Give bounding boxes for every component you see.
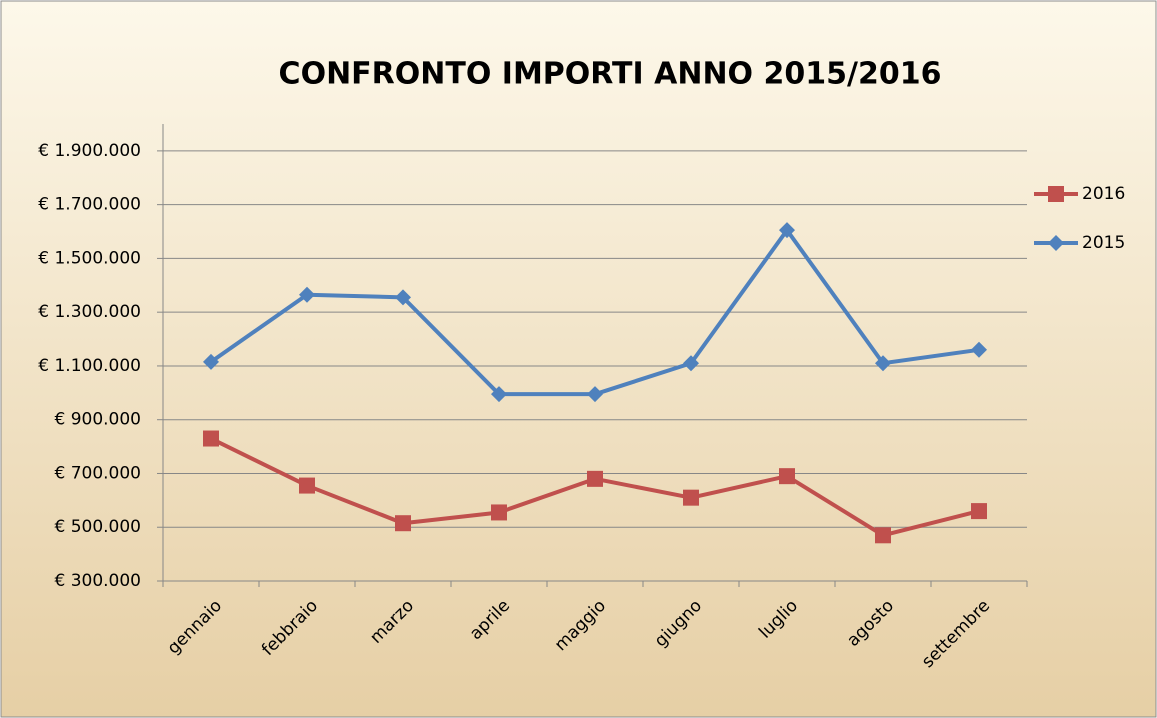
marker [683, 355, 699, 372]
y-tick-label: € 1.300.000 [38, 302, 141, 322]
marker [587, 386, 603, 403]
marker [203, 353, 219, 370]
legend-label: 2015 [1082, 233, 1125, 253]
marker [203, 430, 219, 447]
y-tick-label: € 900.000 [54, 410, 141, 430]
marker [395, 289, 411, 306]
marker [491, 504, 507, 521]
y-tick-label: € 300.000 [54, 571, 141, 591]
y-tick-label: € 1.900.000 [38, 141, 141, 161]
y-tick-label: € 1.100.000 [38, 356, 141, 376]
marker [1048, 186, 1064, 202]
marker [395, 515, 411, 532]
marker [971, 503, 987, 520]
y-tick-label: € 700.000 [54, 463, 141, 483]
marker [875, 527, 891, 544]
y-tick-label: € 1.500.000 [38, 248, 141, 268]
marker [1048, 235, 1064, 251]
marker [587, 470, 603, 487]
marker [875, 355, 891, 372]
marker [491, 386, 507, 403]
marker [779, 222, 795, 239]
marker [971, 341, 987, 358]
marker [683, 489, 699, 506]
marker [779, 468, 795, 485]
marker [299, 286, 315, 303]
legend-label: 2016 [1082, 184, 1125, 204]
y-tick-label: € 1.700.000 [38, 195, 141, 215]
chart-title: CONFRONTO IMPORTI ANNO 2015/2016 [279, 57, 942, 92]
marker [299, 477, 315, 494]
y-tick-label: € 500.000 [54, 517, 141, 537]
